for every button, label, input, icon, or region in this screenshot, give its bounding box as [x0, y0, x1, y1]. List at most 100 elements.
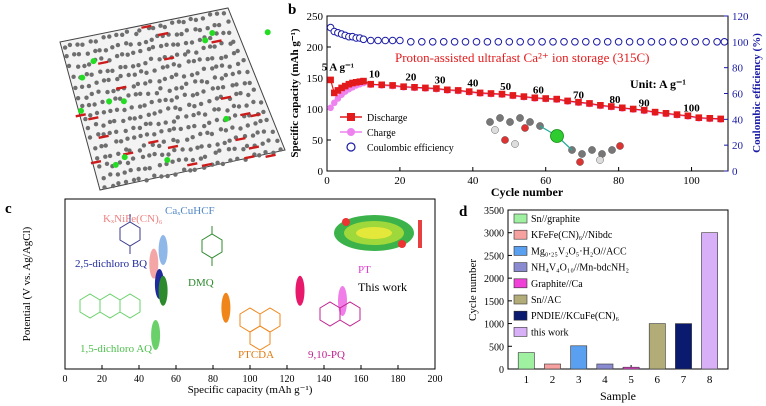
- discharge-point: [597, 102, 604, 109]
- discharge-point: [487, 90, 495, 97]
- discharge-point: [542, 95, 549, 102]
- ce-point: [418, 38, 426, 46]
- panel-c-molecule-sketches: [79, 214, 361, 351]
- x-tick-label: 3: [576, 374, 582, 386]
- ce-point: [428, 38, 437, 46]
- cycle-bar: [517, 352, 535, 370]
- cycle-bar: [622, 366, 640, 370]
- ce-point: [359, 35, 368, 44]
- cycle-bar: [544, 363, 561, 370]
- point-label: 9,10-PQ: [308, 349, 345, 361]
- x-tick-label: 100: [683, 175, 700, 187]
- ce-point: [691, 38, 700, 46]
- legend-discharge-marker: [347, 113, 355, 121]
- x-tick-label: 5: [628, 374, 634, 386]
- y2-tick-label: 40: [732, 114, 744, 126]
- discharge-point: [331, 89, 338, 97]
- panel-b-annotation: Proton-assisted ultrafast Ca²⁺ ion stora…: [395, 50, 649, 65]
- y2-tick-label: 0: [732, 166, 738, 178]
- panel-d-ylabel: Cycle number: [467, 259, 479, 321]
- y-tick-label: 200: [307, 42, 324, 54]
- discharge-point: [717, 115, 724, 123]
- rate-label: 20: [405, 71, 417, 83]
- point-label: DMQ: [188, 277, 214, 289]
- panel-c-this-work: This work: [358, 280, 407, 294]
- panel-b-y2label: Coulombic efficiency (%): [751, 33, 763, 153]
- rate-label: 5 A g⁻¹: [322, 62, 354, 74]
- x-tick-label: 20: [97, 374, 107, 385]
- legend-label: KFeFe(CN)₆//Nibdc: [531, 230, 613, 241]
- ce-point: [702, 38, 710, 46]
- panel-c-axes: 0 20 40 60 80 100 120 140 160 180 200: [63, 198, 443, 385]
- y-tick-label: 1000: [484, 320, 504, 331]
- x-tick-label: 40: [134, 374, 144, 385]
- rate-label: 70: [573, 89, 585, 101]
- y-tick-label: 0: [499, 365, 504, 376]
- rate-label: 10: [369, 68, 381, 80]
- potential-point: [151, 320, 161, 350]
- y-tick-label: 0: [318, 166, 324, 178]
- ce-point: [450, 38, 459, 46]
- legend-charge-marker: [347, 128, 355, 136]
- legend-swatch: [513, 310, 528, 321]
- ce-point: [560, 38, 568, 46]
- panel-c-pt-label: PT: [358, 264, 371, 276]
- x-tick-label: 140: [317, 374, 332, 385]
- discharge-point: [411, 84, 418, 91]
- discharge-point: [433, 85, 440, 92]
- cycle-bar: [570, 345, 588, 370]
- panel-c-ylabel: Potential (V vs. Ag/AgCl): [21, 226, 33, 341]
- discharge-point: [586, 100, 593, 107]
- legend-charge-label: Charge: [367, 128, 396, 139]
- legend-label: Mg₀.₂₅V₂O₅·H₂O//ACC: [531, 246, 627, 257]
- discharge-point: [640, 106, 648, 114]
- ce-point: [625, 38, 634, 46]
- legend-swatch: [513, 213, 528, 224]
- panel-c-xlabel: Specific capacity (mAh g⁻¹): [188, 384, 313, 396]
- y2-tick-label: 20: [732, 140, 744, 152]
- panel-b-legend: Discharge Charge Coulombic efficiency: [340, 113, 454, 154]
- discharge-point: [619, 104, 626, 112]
- rate-label: 30: [435, 75, 447, 87]
- y-tick-label: 150: [307, 73, 324, 85]
- rate-label: 80: [609, 94, 621, 106]
- panel-d-xlabel: Sample: [600, 389, 636, 403]
- x-tick-label: 80: [613, 175, 625, 187]
- y-tick-label: 1500: [484, 297, 504, 308]
- ce-point: [593, 38, 601, 46]
- ce-point: [366, 36, 375, 45]
- discharge-point: [367, 80, 374, 88]
- ce-point: [658, 38, 667, 46]
- y-tick-label: 50: [312, 135, 324, 147]
- rate-label: 60: [533, 85, 545, 97]
- potential-point: [338, 286, 347, 316]
- y2-tick-label: 80: [732, 63, 744, 75]
- panel-b-ylabel: Specific capacity (mAh g⁻¹): [289, 28, 301, 158]
- discharge-point: [349, 79, 356, 87]
- discharge-point: [360, 77, 367, 85]
- panel-b-unit-label: Unit: A g⁻¹: [630, 77, 686, 91]
- legend-swatch: [513, 327, 528, 337]
- potential-point: [221, 292, 231, 323]
- x-tick-label: 200: [428, 374, 443, 385]
- point-label: KₓNiFe(CN)₆: [103, 213, 163, 225]
- cycle-bar: [596, 363, 614, 370]
- discharge-point: [400, 83, 407, 90]
- legend-discharge-label: Discharge: [367, 113, 408, 124]
- legend-label: PNDIE//KCuFe(CN)₆: [531, 311, 619, 322]
- y-tick-label: 500: [489, 342, 504, 353]
- discharge-point: [564, 97, 571, 105]
- rate-label: 90: [639, 98, 651, 110]
- legend-label: Graphite//Ca: [531, 279, 583, 290]
- crystal-structure-image: [59, 7, 286, 191]
- y2-tick-label: 100: [732, 37, 749, 49]
- legend-swatch: [513, 246, 528, 256]
- ce-point: [461, 38, 470, 46]
- discharge-point: [341, 82, 349, 90]
- ce-point: [549, 38, 557, 46]
- discharge-point: [553, 95, 560, 103]
- legend-swatch: [513, 229, 528, 240]
- potential-point: [295, 275, 305, 306]
- x-tick-label: 180: [391, 374, 406, 385]
